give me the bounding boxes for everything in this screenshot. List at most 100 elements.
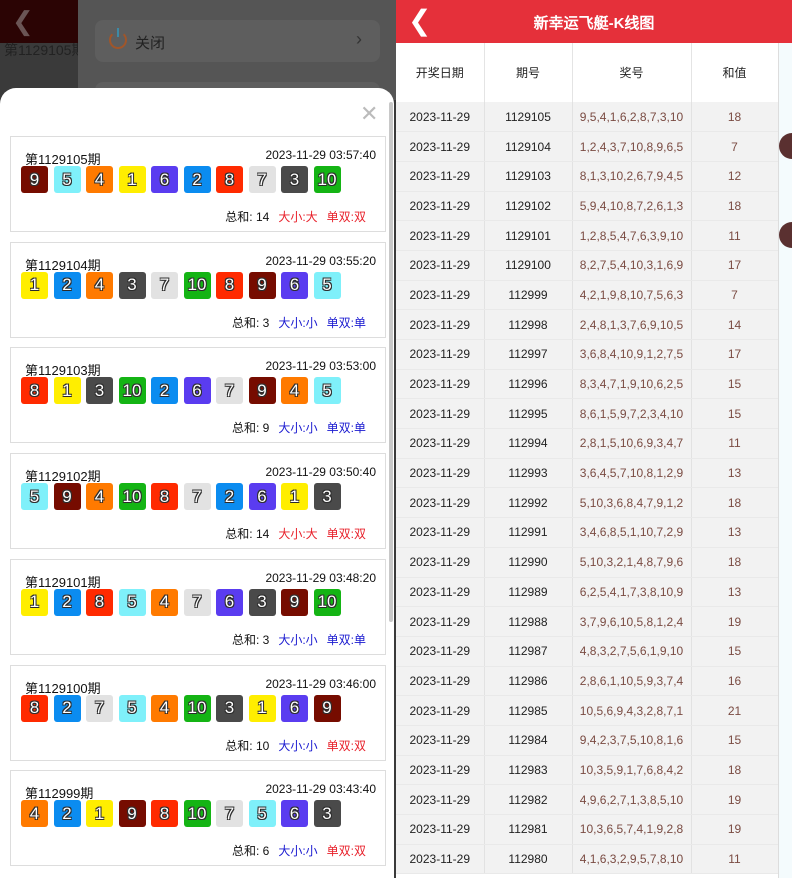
table-row[interactable]: 2023-11-29 112981 10,3,6,5,7,4,1,9,2,8 19: [396, 814, 779, 845]
table-row[interactable]: 2023-11-29 1129104 1,2,4,3,7,10,8,9,6,5 7: [396, 131, 779, 162]
table-row[interactable]: 2023-11-29 112996 8,3,4,7,1,9,10,6,2,5 15: [396, 369, 779, 400]
parity-text: 单双:双: [326, 844, 366, 859]
back-arrow-icon[interactable]: ❮: [408, 5, 432, 36]
table-row[interactable]: 2023-11-29 112986 2,8,6,1,10,5,9,3,7,4 16: [396, 666, 779, 697]
number-ball: 9: [313, 694, 341, 722]
table-row[interactable]: 2023-11-29 112990 5,10,3,2,1,4,8,7,9,6 18: [396, 547, 779, 578]
number-ball: 4: [86, 483, 113, 511]
table-row[interactable]: 2023-11-29 1129105 9,5,4,1,6,2,8,7,3,10 18: [396, 102, 779, 133]
number-ball: 4: [151, 694, 178, 722]
number-ball: 8: [21, 694, 48, 722]
parity-text: 单双:单: [326, 315, 366, 330]
number-ball: 2: [53, 800, 81, 828]
number-ball: 10: [313, 588, 341, 616]
card-summary: 总和: 6 大小:小 单双:双: [232, 842, 366, 859]
table-row[interactable]: 2023-11-29 1129101 1,2,8,5,4,7,6,3,9,10 11: [396, 220, 779, 251]
sum-text: 总和: 14: [225, 210, 270, 224]
card-period: 第1129102期: [25, 469, 101, 485]
cell-sumv: 21: [691, 695, 779, 726]
cell-nums: 1,2,8,5,4,7,6,3,9,10: [572, 220, 692, 251]
ball-row: 1 2 4 3 7 10 8 9 6 5: [21, 271, 341, 299]
number-ball: 6: [281, 694, 308, 722]
size-text: 大小:小: [278, 421, 318, 436]
table-row[interactable]: 2023-11-29 1129102 5,9,4,10,8,7,2,6,1,3 18: [396, 191, 779, 222]
cell-period: 1129102: [484, 191, 573, 222]
cell-period: 1129103: [484, 161, 573, 192]
cell-period: 112982: [484, 784, 573, 815]
table-row[interactable]: 2023-11-29 112987 4,8,3,2,7,5,6,1,9,10 15: [396, 636, 779, 667]
table-row[interactable]: 2023-11-29 1129103 8,1,3,10,2,6,7,9,4,5 12: [396, 161, 779, 192]
cell-period: 112995: [484, 398, 573, 430]
table-row[interactable]: 2023-11-29 112988 3,7,9,6,10,5,8,1,2,4 19: [396, 606, 779, 637]
table-row[interactable]: 2023-11-29 112992 5,10,3,6,8,4,7,9,1,2 18: [396, 487, 779, 519]
table-row[interactable]: 2023-11-29 112994 2,8,1,5,10,6,9,3,4,7 11: [396, 428, 779, 459]
cell-nums: 2,8,6,1,10,5,9,3,7,4: [572, 666, 692, 697]
cell-period: 112993: [484, 458, 573, 489]
table-row[interactable]: 2023-11-29 112989 6,2,5,4,1,7,3,8,10,9 13: [396, 577, 779, 608]
cell-nums: 9,4,2,3,7,5,10,8,1,6: [572, 725, 692, 756]
table-row[interactable]: 2023-11-29 112998 2,4,8,1,3,7,6,9,10,5 14: [396, 309, 779, 340]
table-row[interactable]: 2023-11-29 112999 4,2,1,9,8,10,7,5,6,3 7: [396, 280, 779, 311]
cell-period: 112994: [484, 428, 573, 459]
cell-nums: 10,3,5,9,1,7,6,8,4,2: [572, 755, 692, 786]
cell-period: 112981: [484, 814, 573, 845]
extra-column: [778, 43, 792, 878]
sum-text: 总和: 14: [225, 527, 270, 542]
cell-sumv: 13: [691, 458, 779, 489]
cell-nums: 9,5,4,1,6,2,8,7,3,10: [572, 102, 692, 133]
modal-scrollbar[interactable]: [389, 102, 393, 622]
card-period: 第112999期: [25, 786, 94, 802]
number-ball: 1: [118, 166, 146, 193]
cell-date: 2023-11-29: [396, 161, 485, 192]
cell-date: 2023-11-29: [396, 220, 485, 251]
number-ball: 3: [313, 800, 341, 828]
number-ball: 6: [281, 800, 308, 828]
card-period: 第1129105期: [25, 152, 101, 167]
table-row[interactable]: 2023-11-29 112980 4,1,6,3,2,9,5,7,8,10 11: [396, 844, 779, 875]
cell-nums: 8,1,3,10,2,6,7,9,4,5: [572, 161, 692, 192]
sum-text: 总和: 6: [231, 844, 270, 859]
table-row[interactable]: 2023-11-29 112983 10,3,5,9,1,7,6,8,4,2 18: [396, 755, 779, 786]
table-row[interactable]: 2023-11-29 112993 3,6,4,5,7,10,8,1,2,9 13: [396, 458, 779, 489]
cell-nums: 8,6,1,5,9,7,2,3,4,10: [572, 398, 692, 430]
cell-nums: 5,9,4,10,8,7,2,6,1,3: [572, 191, 692, 222]
table-row[interactable]: 2023-11-29 112985 10,5,6,9,4,3,2,8,7,1 21: [396, 695, 779, 726]
number-ball: 4: [21, 800, 48, 828]
table-row[interactable]: 2023-11-29 1129100 8,2,7,5,4,10,3,1,6,9 17: [396, 250, 779, 281]
cell-date: 2023-11-29: [396, 369, 485, 400]
size-text: 大小:大: [278, 527, 318, 542]
number-ball: 7: [183, 588, 211, 616]
number-ball: 10: [183, 271, 211, 299]
back-arrow-icon[interactable]: ❮: [12, 6, 34, 36]
table-row[interactable]: 2023-11-29 112997 3,6,8,4,10,9,1,2,7,5 17: [396, 339, 779, 370]
cell-nums: 3,6,8,4,10,9,1,2,7,5: [572, 339, 692, 370]
card-summary: 总和: 3 大小:小 单双:单: [232, 631, 366, 648]
close-menu-item[interactable]: 关闭 ›: [95, 20, 380, 62]
cell-period: 112996: [484, 369, 573, 400]
background-period-text: 第1129105期: [4, 42, 86, 58]
cell-date: 2023-11-29: [396, 695, 485, 726]
cell-sumv: 17: [691, 250, 779, 281]
cell-period: 112989: [484, 577, 573, 608]
close-icon[interactable]: ✕: [360, 101, 379, 126]
table-row[interactable]: 2023-11-29 112991 3,4,6,8,5,1,10,7,2,9 13: [396, 517, 779, 548]
card-summary: 总和: 3 大小:小 单双:单: [232, 314, 366, 331]
cell-date: 2023-11-29: [396, 755, 485, 786]
number-ball: 7: [183, 483, 211, 511]
number-ball: 9: [248, 271, 276, 299]
cell-nums: 10,5,6,9,4,3,2,8,7,1: [572, 695, 692, 726]
number-ball: 6: [248, 483, 276, 511]
cell-date: 2023-11-29: [396, 250, 485, 281]
card-time: 2023-11-29 03:46:00: [265, 676, 376, 691]
table-row[interactable]: 2023-11-29 112982 4,9,6,2,7,1,3,8,5,10 19: [396, 784, 779, 815]
page-header: ❮ 新幸运飞艇-K线图: [396, 0, 792, 43]
cell-sumv: 18: [691, 547, 779, 578]
number-ball: 3: [118, 271, 146, 299]
table-row[interactable]: 2023-11-29 112995 8,6,1,5,9,7,2,3,4,10 15: [396, 398, 779, 430]
cell-sumv: 15: [691, 636, 779, 667]
table-row[interactable]: 2023-11-29 112984 9,4,2,3,7,5,10,8,1,6 15: [396, 725, 779, 756]
cell-date: 2023-11-29: [396, 517, 485, 548]
cell-date: 2023-11-29: [396, 666, 485, 697]
cell-sumv: 11: [691, 844, 779, 875]
